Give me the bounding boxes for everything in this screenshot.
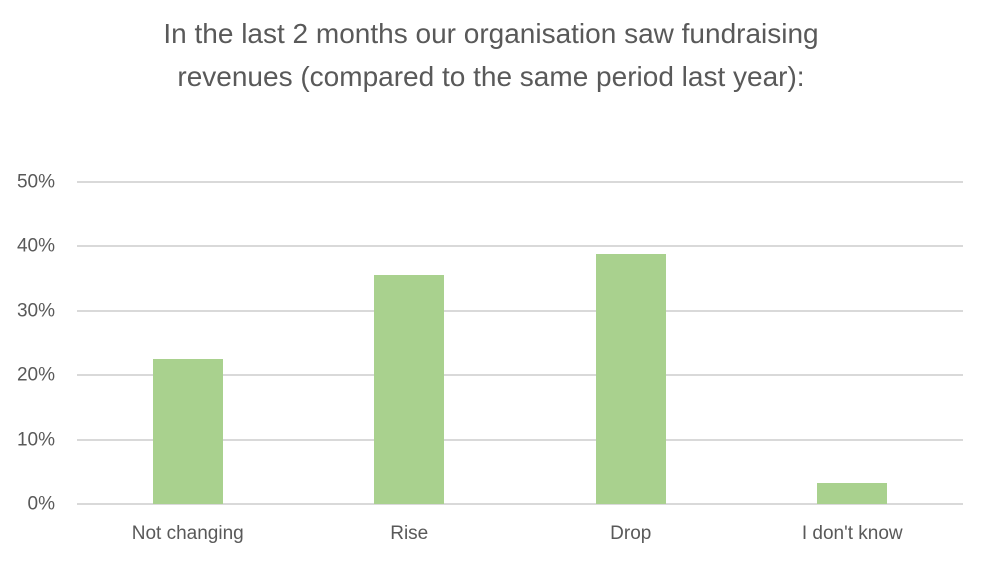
bar-column — [299, 182, 521, 504]
y-tick-label: 0% — [27, 493, 55, 515]
gridline — [77, 181, 963, 183]
gridline — [77, 245, 963, 248]
category-label: Not changing — [131, 523, 244, 544]
bar-column — [520, 182, 742, 504]
gridline — [77, 438, 963, 441]
y-tick-label: 30% — [16, 300, 55, 322]
category-label: Drop — [610, 523, 652, 544]
bar-not-changing — [152, 359, 223, 504]
y-tick-label: 40% — [16, 235, 55, 257]
gridlines — [77, 181, 963, 505]
y-tick-label: 10% — [16, 429, 55, 451]
bar-drop — [595, 254, 666, 504]
bar-column — [77, 182, 299, 504]
plot-area: 0% 10% 20% 30% 40% 50% — [17, 173, 963, 514]
y-tick-label: 20% — [16, 364, 55, 386]
gridline — [77, 309, 963, 312]
bars-container — [77, 182, 963, 504]
chart-title: In the last 2 months our organisation sa… — [163, 18, 819, 93]
gridline — [77, 503, 963, 505]
bar-rise — [374, 275, 445, 504]
x-axis-labels: Not changing Rise Drop I don't know — [77, 523, 963, 545]
category-label: I don't know — [801, 523, 903, 544]
gridline — [77, 374, 963, 377]
bar-i-don-t-know — [817, 483, 888, 504]
category-label: Rise — [390, 523, 429, 544]
y-tick-label: 50% — [16, 171, 55, 193]
bar-column — [742, 182, 964, 504]
